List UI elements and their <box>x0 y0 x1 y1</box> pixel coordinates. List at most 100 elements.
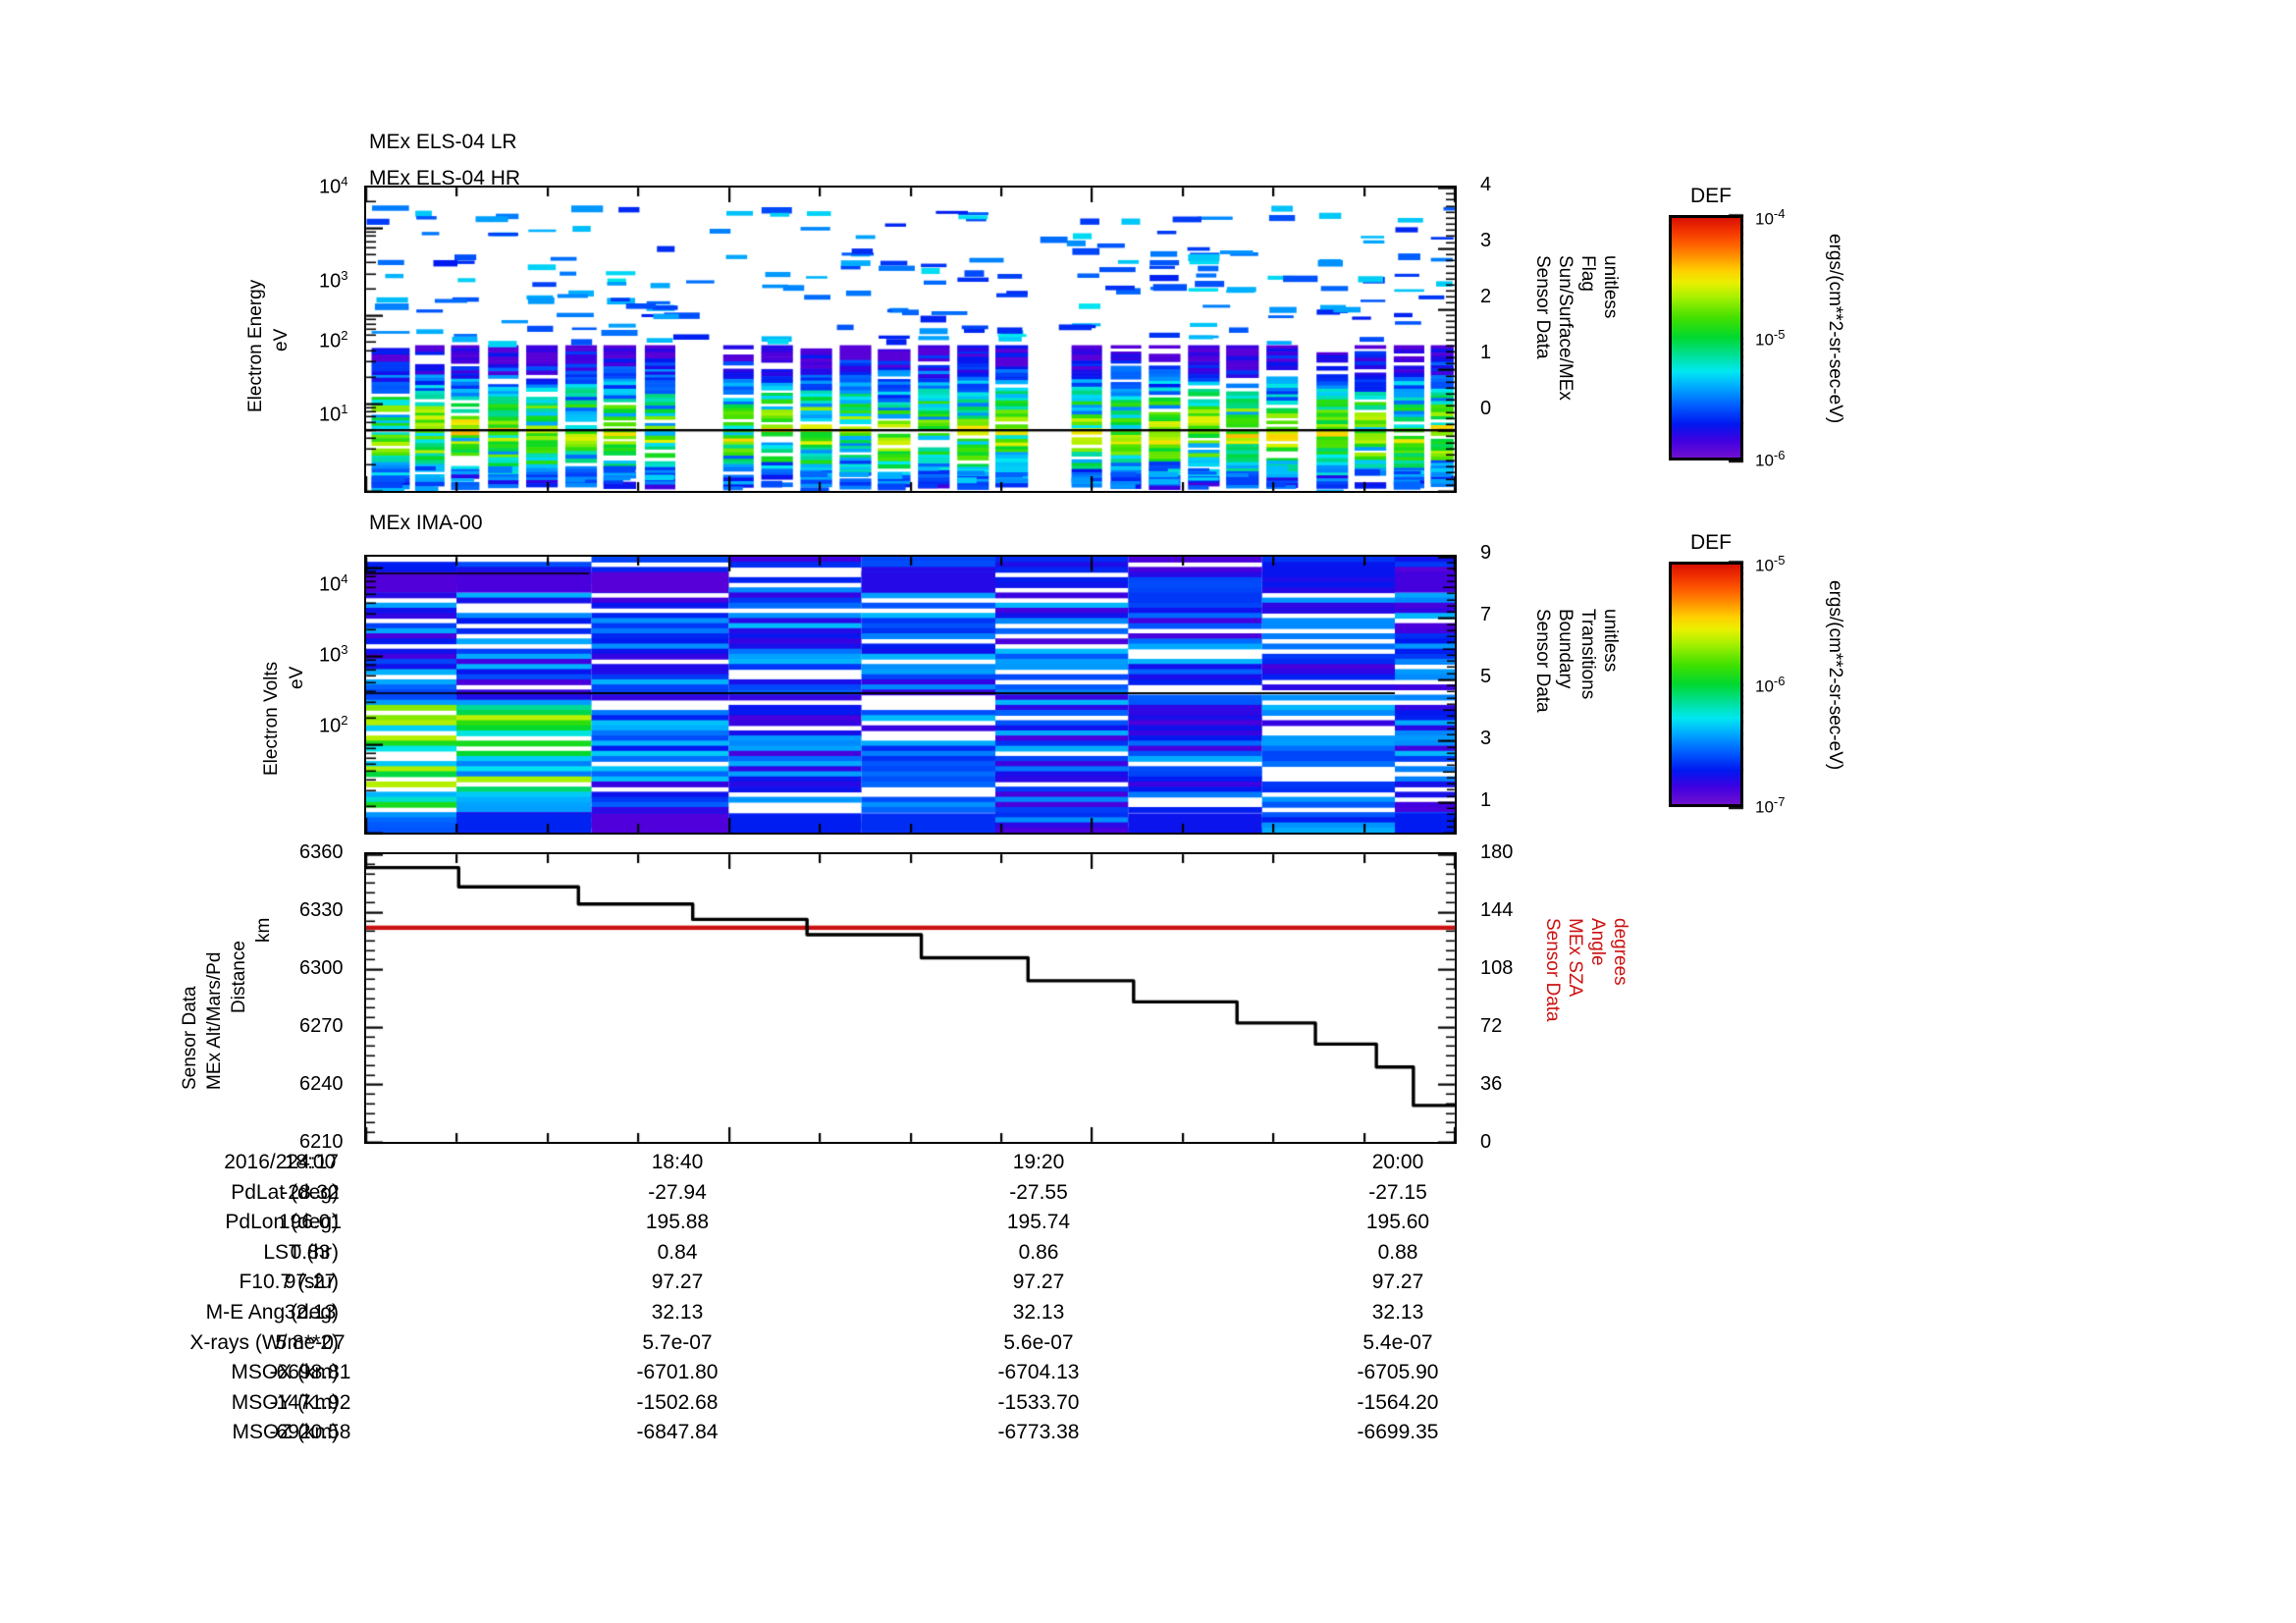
table-cell: -27.55 <box>1009 1180 1068 1204</box>
colorbar-els-mid-label: 10-5 <box>1755 327 1786 350</box>
table-row-label: X-rays (W/m**2) <box>189 1330 339 1354</box>
colorbar-ima-bottom-label: 10-7 <box>1755 794 1786 817</box>
els-right-axis-label: Sensor Data Sun/Surface/MEx Flag unitles… <box>1531 255 1639 401</box>
alt-ytick-6330: 6330 <box>299 899 344 921</box>
table-cell: 19:20 <box>1012 1151 1065 1173</box>
table-cell: 5.7e-07 <box>642 1330 713 1354</box>
colorbar-ima-gradient <box>1669 562 1743 807</box>
alt-right-ytick-180: 180 <box>1480 841 1514 863</box>
table-cell: 195.74 <box>1006 1211 1071 1234</box>
colorbar-els-gradient <box>1669 215 1743 460</box>
table-row-label: F10.7 (sfu) <box>239 1271 339 1294</box>
table-cell: 32.13 <box>1012 1301 1065 1324</box>
table-cell: 195.88 <box>645 1211 710 1234</box>
ima-right-ytick-1: 1 <box>1480 789 1492 811</box>
colorbar-ima-title: DEF <box>1690 531 1732 554</box>
els-right-ytick-3: 3 <box>1480 230 1492 251</box>
colorbar-els-top-label: 10-4 <box>1755 206 1786 229</box>
table-cell: -6847.84 <box>636 1421 719 1444</box>
colorbar-ima-unit-text: ergs/(cm**2-sr-sec-eV) <box>1825 580 1845 771</box>
table-cell: -6773.38 <box>997 1421 1080 1444</box>
ima-right-ytick-9: 9 <box>1480 542 1492 564</box>
table-cell: 32.13 <box>284 1301 337 1324</box>
els-right-ytick-4: 4 <box>1480 174 1492 195</box>
table-cell: -1564.20 <box>1357 1390 1439 1414</box>
alt-left-label-line-3: Distance <box>229 941 249 1013</box>
table-cell: -27.15 <box>1368 1180 1427 1204</box>
alt-right-ytick-0: 0 <box>1480 1131 1492 1153</box>
els-right-ytick-0: 0 <box>1480 398 1492 419</box>
els-right-label-line-1: Sensor Data <box>1532 255 1553 359</box>
table-cell: -1502.68 <box>636 1390 719 1414</box>
colorbar-els-bottom-label: 10-6 <box>1755 448 1786 470</box>
alt-ytick-6270: 6270 <box>299 1015 344 1037</box>
ima-right-ytick-3: 3 <box>1480 728 1492 749</box>
els-left-axis-label-line-1: Electron Energy <box>245 279 266 412</box>
ima-right-axis-label: Sensor Data Boundary Transitions unitles… <box>1531 609 1639 713</box>
colorbar-els-unit-text: ergs/(cm**2-sr-sec-eV) <box>1825 234 1845 424</box>
table-cell: 97.27 <box>1012 1271 1065 1294</box>
alt-right-axis-label: Sensor Data MEx SZA Angle degrees <box>1541 918 1649 1022</box>
colorbar-els-title: DEF <box>1690 185 1732 207</box>
alt-right-ytick-72: 72 <box>1480 1015 1503 1037</box>
alt-right-ytick-144: 144 <box>1480 899 1514 921</box>
table-cell: -6705.90 <box>1357 1361 1439 1384</box>
alt-ytick-6300: 6300 <box>299 957 344 979</box>
table-row-label: LST (hr) <box>263 1240 339 1264</box>
els-left-axis-label-line-2: eV <box>271 328 292 352</box>
ima-title: MEx IMA-00 <box>369 512 483 534</box>
alt-left-label-line-2: MEx Alt/Mars/Pd <box>204 951 225 1090</box>
els-ytick-1e2: 102 <box>319 328 348 352</box>
ima-right-ytick-5: 5 <box>1480 666 1492 687</box>
table-cell: 5.4e-07 <box>1362 1330 1433 1354</box>
table-cell: -6699.35 <box>1357 1421 1439 1444</box>
table-cell: 97.27 <box>1371 1271 1424 1294</box>
els-right-label-line-4: unitless <box>1600 255 1621 319</box>
alt-right-ytick-36: 36 <box>1480 1073 1503 1095</box>
els-plot-area[interactable] <box>364 186 1457 493</box>
table-cell: -6920.58 <box>269 1421 351 1444</box>
alt-plot-area[interactable] <box>364 852 1457 1144</box>
table-cell: 195.60 <box>1365 1211 1430 1234</box>
ima-right-label-line-3: Transitions <box>1577 609 1598 700</box>
ima-ytick-1e4: 104 <box>319 571 348 596</box>
els-ytick-1e4: 104 <box>319 174 348 198</box>
alt-right-label-line-3: Angle <box>1587 918 1608 966</box>
ima-right-label-line-2: Boundary <box>1555 609 1575 689</box>
table-cell: -6698.81 <box>269 1361 351 1384</box>
alt-right-ytick-108: 108 <box>1480 957 1514 979</box>
table-row-label: MSOY (km) <box>231 1390 339 1414</box>
alt-ytick-6240: 6240 <box>299 1073 344 1095</box>
els-ytick-1e3: 103 <box>319 268 348 293</box>
table-cell: -28.32 <box>281 1180 340 1204</box>
table-cell: -1533.70 <box>997 1390 1080 1414</box>
ima-right-label-line-4: unitless <box>1600 609 1621 673</box>
table-cell: 5.6e-07 <box>1003 1330 1074 1354</box>
alt-right-label-line-4: degrees <box>1610 918 1630 986</box>
ima-ytick-1e2: 102 <box>319 713 348 737</box>
ima-plot-area[interactable] <box>364 555 1457 835</box>
table-cell: 20:00 <box>1371 1151 1424 1173</box>
alt-right-label-line-2: MEx SZA <box>1565 918 1585 998</box>
table-cell: 32.13 <box>651 1301 704 1324</box>
table-row-label: PdLat (deg) <box>231 1180 339 1204</box>
table-cell: 0.84 <box>657 1240 698 1264</box>
table-cell: 0.83 <box>290 1240 331 1264</box>
colorbar-ima-top-label: 10-5 <box>1755 553 1786 575</box>
table-row-label: MSOZ (km) <box>232 1421 339 1444</box>
alt-ytick-6360: 6360 <box>299 841 344 863</box>
els-right-ytick-1: 1 <box>1480 342 1492 363</box>
table-row-label: MSOX (km) <box>231 1361 339 1384</box>
colorbar-ima-mid-label: 10-6 <box>1755 674 1786 696</box>
ima-ytick-1e3: 103 <box>319 642 348 667</box>
table-cell: 97.27 <box>284 1271 337 1294</box>
table-row-label: 2016/224:17 <box>224 1151 339 1173</box>
table-cell: -6704.13 <box>997 1361 1080 1384</box>
table-cell: 18:00 <box>284 1151 337 1173</box>
table-cell: -6701.80 <box>636 1361 719 1384</box>
els-right-label-line-3: Flag <box>1577 255 1598 292</box>
els-title-line-1: MEx ELS-04 LR <box>369 131 517 153</box>
ima-right-ytick-7: 7 <box>1480 604 1492 625</box>
table-cell: 32.13 <box>1371 1301 1424 1324</box>
els-right-ytick-2: 2 <box>1480 286 1492 307</box>
